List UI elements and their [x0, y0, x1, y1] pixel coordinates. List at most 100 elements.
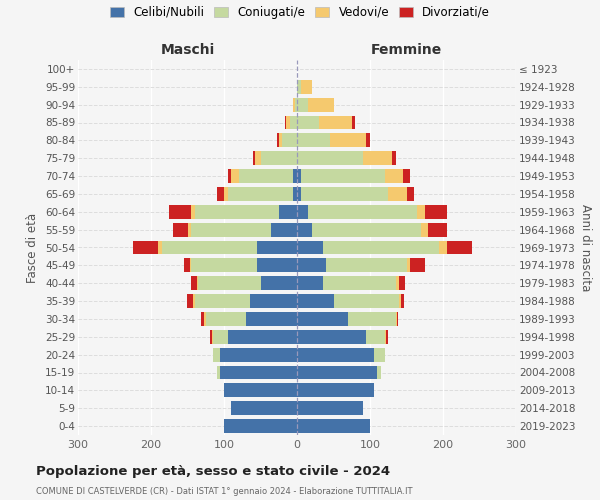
Text: Femmine: Femmine	[371, 44, 442, 58]
Legend: Celibi/Nubili, Coniugati/e, Vedovi/e, Divorziati/e: Celibi/Nubili, Coniugati/e, Vedovi/e, Di…	[107, 4, 493, 21]
Bar	[224, 419, 297, 433]
Bar	[191, 276, 197, 290]
Bar	[195, 294, 250, 308]
Bar	[374, 348, 385, 362]
Bar	[334, 294, 399, 308]
Bar	[193, 294, 195, 308]
Bar	[197, 276, 199, 290]
Bar	[169, 205, 191, 219]
Bar	[401, 294, 404, 308]
Bar	[399, 294, 401, 308]
Bar	[277, 134, 279, 147]
Bar	[330, 134, 367, 147]
Bar	[195, 205, 279, 219]
Bar	[199, 276, 260, 290]
Bar	[323, 240, 439, 254]
Bar	[297, 401, 362, 415]
Bar	[428, 222, 446, 236]
Bar	[158, 240, 162, 254]
Bar	[297, 116, 319, 130]
Y-axis label: Fasce di età: Fasce di età	[26, 212, 40, 282]
Bar	[297, 276, 323, 290]
Bar	[284, 116, 286, 130]
Bar	[397, 312, 398, 326]
Bar	[399, 276, 405, 290]
Bar	[377, 366, 381, 380]
Bar	[257, 258, 297, 272]
Bar	[279, 134, 283, 147]
Bar	[362, 151, 392, 165]
Bar	[210, 330, 212, 344]
Bar	[421, 222, 428, 236]
Bar	[250, 294, 297, 308]
Bar	[184, 258, 190, 272]
Bar	[297, 169, 301, 183]
Bar	[367, 330, 385, 344]
Bar	[418, 205, 425, 219]
Bar	[297, 258, 326, 272]
Bar	[297, 240, 323, 254]
Bar	[293, 98, 295, 112]
Bar	[439, 240, 446, 254]
Bar	[297, 205, 308, 219]
Bar	[254, 151, 260, 165]
Bar	[232, 401, 297, 415]
Bar	[295, 98, 297, 112]
Bar	[227, 187, 293, 201]
Bar	[206, 312, 246, 326]
Bar	[301, 80, 311, 94]
Bar	[257, 240, 297, 254]
Bar	[301, 187, 388, 201]
Bar	[286, 116, 290, 130]
Bar	[239, 169, 293, 183]
Bar	[297, 348, 374, 362]
Bar	[308, 205, 418, 219]
Bar	[246, 312, 297, 326]
Bar	[213, 348, 220, 362]
Bar	[220, 366, 297, 380]
Bar	[301, 169, 385, 183]
Bar	[187, 294, 193, 308]
Bar	[297, 80, 301, 94]
Bar	[385, 330, 386, 344]
Bar	[308, 98, 334, 112]
Bar	[297, 294, 334, 308]
Bar	[162, 240, 257, 254]
Text: Maschi: Maschi	[160, 44, 215, 58]
Text: Popolazione per età, sesso e stato civile - 2024: Popolazione per età, sesso e stato civil…	[36, 464, 390, 477]
Bar	[217, 366, 220, 380]
Bar	[367, 134, 370, 147]
Bar	[204, 312, 206, 326]
Bar	[297, 330, 367, 344]
Bar	[311, 222, 421, 236]
Bar	[133, 240, 158, 254]
Bar	[173, 222, 187, 236]
Bar	[293, 169, 297, 183]
Bar	[407, 187, 414, 201]
Bar	[319, 116, 352, 130]
Bar	[220, 348, 297, 362]
Bar	[446, 240, 472, 254]
Bar	[253, 151, 254, 165]
Bar	[410, 258, 425, 272]
Bar	[213, 330, 227, 344]
Bar	[224, 187, 227, 201]
Bar	[297, 187, 301, 201]
Bar	[297, 222, 311, 236]
Bar	[297, 134, 330, 147]
Bar	[297, 419, 370, 433]
Bar	[297, 366, 377, 380]
Bar	[392, 151, 395, 165]
Bar	[388, 187, 407, 201]
Bar	[323, 276, 395, 290]
Bar	[232, 169, 239, 183]
Text: COMUNE DI CASTELVERDE (CR) - Dati ISTAT 1° gennaio 2024 - Elaborazione TUTTITALI: COMUNE DI CASTELVERDE (CR) - Dati ISTAT …	[36, 487, 413, 496]
Bar	[260, 276, 297, 290]
Bar	[395, 312, 397, 326]
Bar	[187, 222, 191, 236]
Bar	[403, 169, 410, 183]
Bar	[212, 330, 213, 344]
Bar	[326, 258, 407, 272]
Bar	[395, 276, 399, 290]
Bar	[293, 187, 297, 201]
